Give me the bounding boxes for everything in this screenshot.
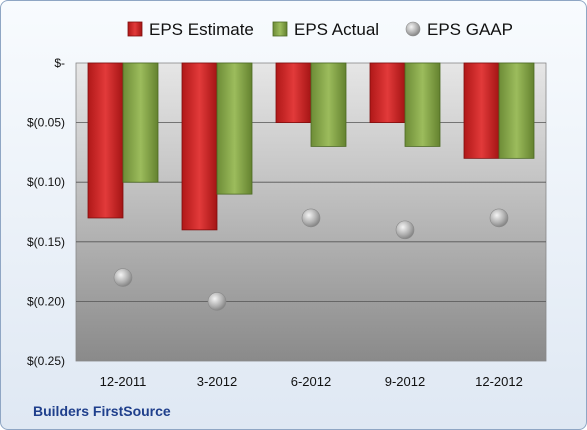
eps-gaap-point [395,220,415,240]
x-tick-label: 12-2012 [475,374,523,389]
eps-actual-bar [404,62,441,147]
eps-gaap-point [207,292,227,311]
y-tick-label: $(0.05) [27,116,65,130]
eps-estimate-bar [275,62,312,123]
eps-actual-bar [498,62,535,159]
x-tick-label: 6-2012 [291,374,331,389]
eps-actual-bar [122,62,159,183]
y-tick-label: $(0.15) [27,235,65,249]
eps-estimate-bar [87,62,124,219]
y-tick-label: $- [54,56,65,70]
legend-swatch [127,21,143,37]
legend-swatch [272,21,288,37]
eps-actual-bar [310,62,347,147]
legend-item: EPS Actual [272,20,379,39]
y-tick-label: $(0.20) [27,294,65,308]
legend-item: EPS Estimate [127,20,254,39]
eps-estimate-bar [181,62,218,231]
x-tick-label: 12-2011 [100,374,147,389]
company-name: Builders FirstSource [33,403,171,419]
eps-estimate-bar [369,62,406,123]
eps-gaap-point [489,208,509,228]
legend-label: EPS GAAP [427,20,513,39]
y-tick-label: $(0.25) [27,354,65,368]
x-tick-label: 9-2012 [385,374,425,389]
eps-gaap-point [113,268,133,287]
legend-label: EPS Estimate [149,20,254,39]
y-tick-label: $(0.10) [27,175,65,189]
legend-swatch [405,21,421,37]
eps-estimate-bar [463,62,500,159]
legend-label: EPS Actual [294,20,379,39]
x-tick-label: 3-2012 [197,374,237,389]
legend-item: EPS GAAP [405,20,513,39]
eps-gaap-point [301,208,321,228]
eps-actual-bar [216,62,253,195]
